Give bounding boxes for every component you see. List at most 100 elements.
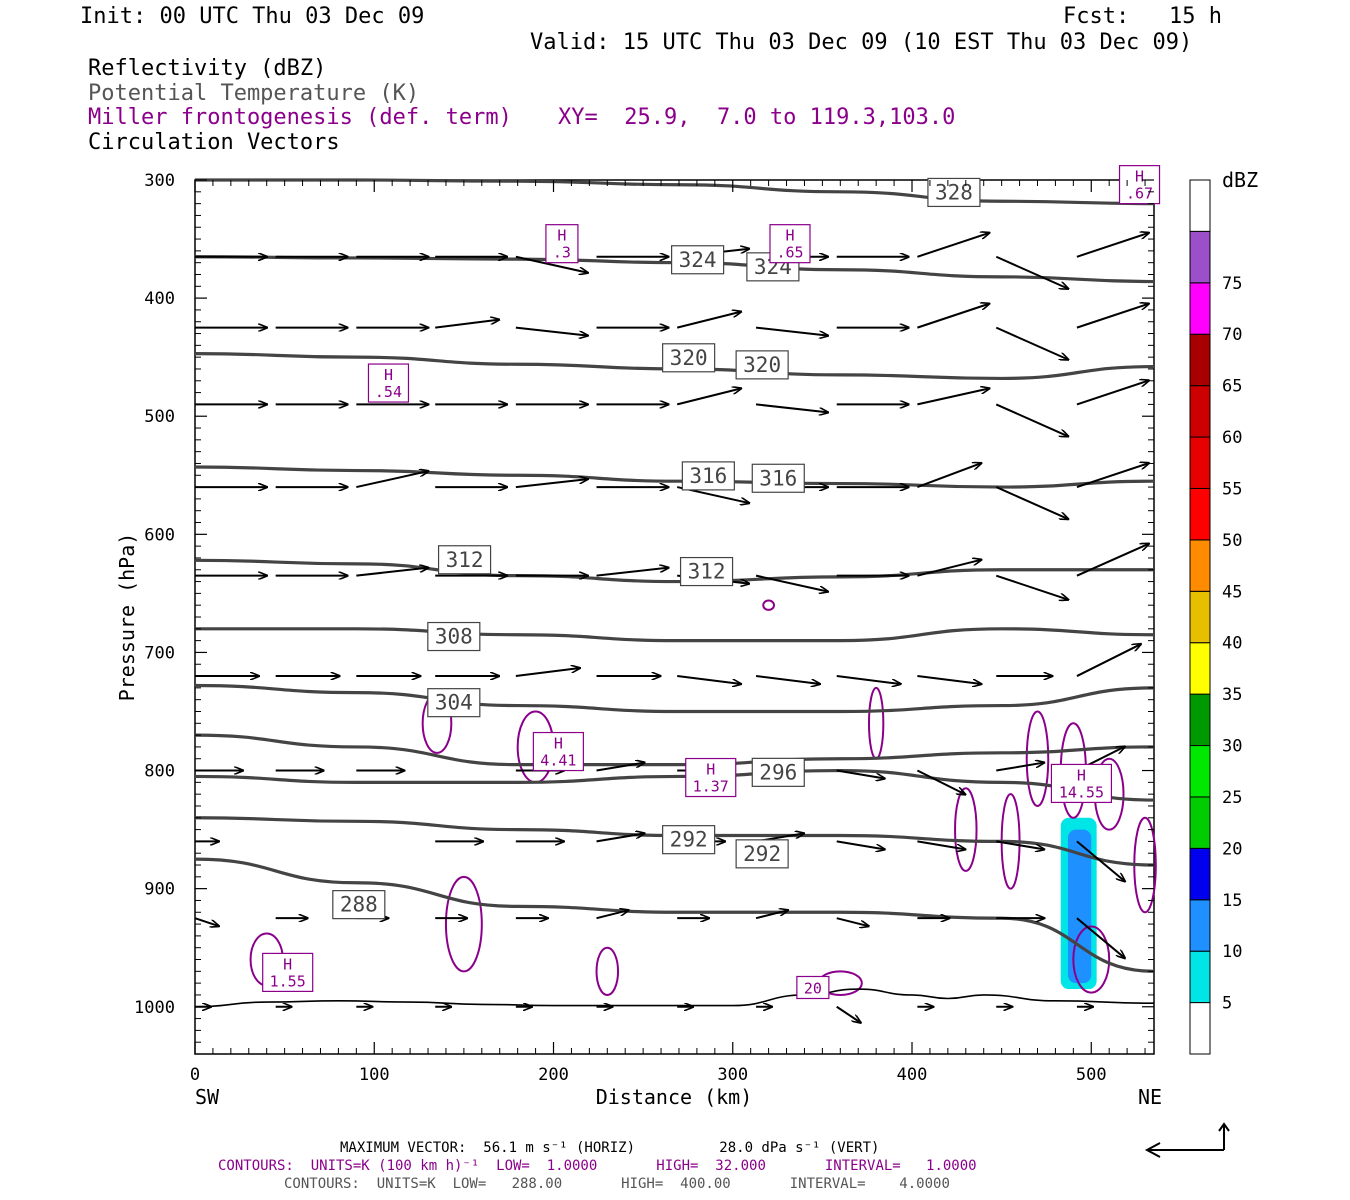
colorbar-label: 60 xyxy=(1222,428,1242,448)
max-label-value: 4.41 xyxy=(540,752,576,770)
max-label-letter: H xyxy=(1135,168,1144,186)
y-tick-label: 700 xyxy=(144,643,175,663)
terrain-line xyxy=(194,988,1155,1008)
y-tick-label: 600 xyxy=(144,525,175,545)
circulation-vector xyxy=(995,255,1068,289)
max-label-letter: H xyxy=(384,366,393,384)
colorbar-label: 30 xyxy=(1222,737,1242,757)
x-axis-title: Distance (km) xyxy=(596,1085,753,1109)
circulation-vector xyxy=(755,403,828,412)
theta-label: 292 xyxy=(670,828,708,852)
colorbar-label: 35 xyxy=(1222,685,1242,705)
frontogenesis-contour xyxy=(1072,925,1111,994)
x-end-ne: NE xyxy=(1138,1085,1162,1109)
circulation-vector xyxy=(1076,917,1125,958)
y-tick-label: 300 xyxy=(144,171,175,191)
theta-label: 320 xyxy=(743,353,781,377)
theta-label: 296 xyxy=(759,760,797,784)
circulation-vector xyxy=(515,326,588,336)
circulation-vector xyxy=(917,840,965,849)
circulation-vectors xyxy=(194,233,1149,1023)
circulation-vector xyxy=(1076,840,1125,881)
theta-label: 324 xyxy=(679,248,717,272)
circulation-vector xyxy=(596,910,629,920)
theta-label-box xyxy=(927,177,981,208)
max-label-box xyxy=(1050,763,1113,804)
colorbar-label: 15 xyxy=(1222,891,1242,911)
colorbar-label: 75 xyxy=(1222,274,1242,294)
circulation-vector xyxy=(676,312,741,329)
circulation-vector xyxy=(356,471,428,489)
theta-label-box xyxy=(751,463,805,493)
circulation-vector xyxy=(1076,544,1149,577)
colorbar-segment xyxy=(1189,487,1211,541)
circulation-vector xyxy=(916,769,965,795)
colorbar-segment xyxy=(1189,590,1211,644)
colorbar-segment xyxy=(1189,1002,1211,1055)
circulation-vector xyxy=(836,840,885,849)
cross-section-endpoints: XY= 25.9, 7.0 to 119.3,103.0 xyxy=(558,105,956,130)
max-label-box xyxy=(262,952,314,993)
y-tick-label: 1000 xyxy=(134,998,175,1018)
circulation-vector xyxy=(917,463,981,489)
circulation-vector xyxy=(1076,644,1141,677)
colorbar-segment xyxy=(1189,745,1211,798)
colorbar-segment xyxy=(1189,847,1211,901)
x-tick-label: 300 xyxy=(717,1065,748,1085)
circulation-vector xyxy=(676,388,741,406)
frontogenesis-contour xyxy=(867,686,885,760)
max-label-box xyxy=(796,975,830,1000)
theta-contour-316 xyxy=(194,465,1155,489)
frontogenesis-contour xyxy=(762,599,775,611)
theta-label-box xyxy=(662,825,716,855)
colorbar-segment xyxy=(1189,899,1211,952)
colorbar-label: 10 xyxy=(1222,942,1242,962)
theta-label: 312 xyxy=(688,560,726,584)
frontogenesis-contour xyxy=(595,946,620,996)
theta-label: 312 xyxy=(446,548,484,572)
theta-label: 316 xyxy=(689,464,727,488)
circulation-vector xyxy=(755,675,820,684)
circulation-vector xyxy=(755,910,788,920)
circulation-vector xyxy=(755,574,828,592)
theta-label-box xyxy=(427,688,481,718)
circulation-vector xyxy=(917,304,989,329)
colorbar-label: 25 xyxy=(1222,788,1242,808)
frontogenesis-contour xyxy=(1025,710,1050,807)
circulation-vector xyxy=(515,479,588,489)
colorbar-segment xyxy=(1189,796,1211,849)
colorbar-label: 55 xyxy=(1222,479,1242,499)
max-label-value: .67 xyxy=(1126,185,1153,203)
field-reflectivity: Reflectivity (dBZ) xyxy=(88,56,327,81)
max-label-value: 1.55 xyxy=(270,972,306,990)
theta-label-box xyxy=(735,839,789,869)
colorbar-label: 20 xyxy=(1222,839,1242,859)
circulation-vector xyxy=(515,668,580,678)
colorbar-segment xyxy=(1189,230,1211,284)
circulation-vector xyxy=(596,568,669,577)
theta-label-box xyxy=(735,350,789,380)
colorbar-label: 65 xyxy=(1222,377,1242,397)
max-label-box xyxy=(367,363,410,403)
max-label-value: .65 xyxy=(776,244,803,262)
circulation-vector xyxy=(917,388,989,406)
colorbar-segment xyxy=(1189,950,1211,1004)
colorbar-label: 70 xyxy=(1222,325,1242,345)
reflectivity-fill xyxy=(1060,817,1097,990)
theta-label-box xyxy=(662,343,716,373)
circulation-vector xyxy=(596,763,645,772)
circulation-vector xyxy=(677,675,741,684)
theta-label: 292 xyxy=(743,842,781,866)
circulation-vector xyxy=(755,326,828,336)
colorbar-segment xyxy=(1189,539,1211,592)
terrain-surface xyxy=(194,988,1155,1008)
max-label-box xyxy=(685,757,737,798)
circulation-vector xyxy=(356,568,428,577)
theta-label: 320 xyxy=(670,346,708,370)
max-label-letter: H xyxy=(557,227,566,245)
circulation-vector xyxy=(1076,463,1149,489)
circulation-vector xyxy=(995,486,1068,519)
circulation-vector xyxy=(836,769,885,779)
theta-contour-312 xyxy=(194,558,1154,584)
frontogenesis-contour xyxy=(954,787,978,872)
